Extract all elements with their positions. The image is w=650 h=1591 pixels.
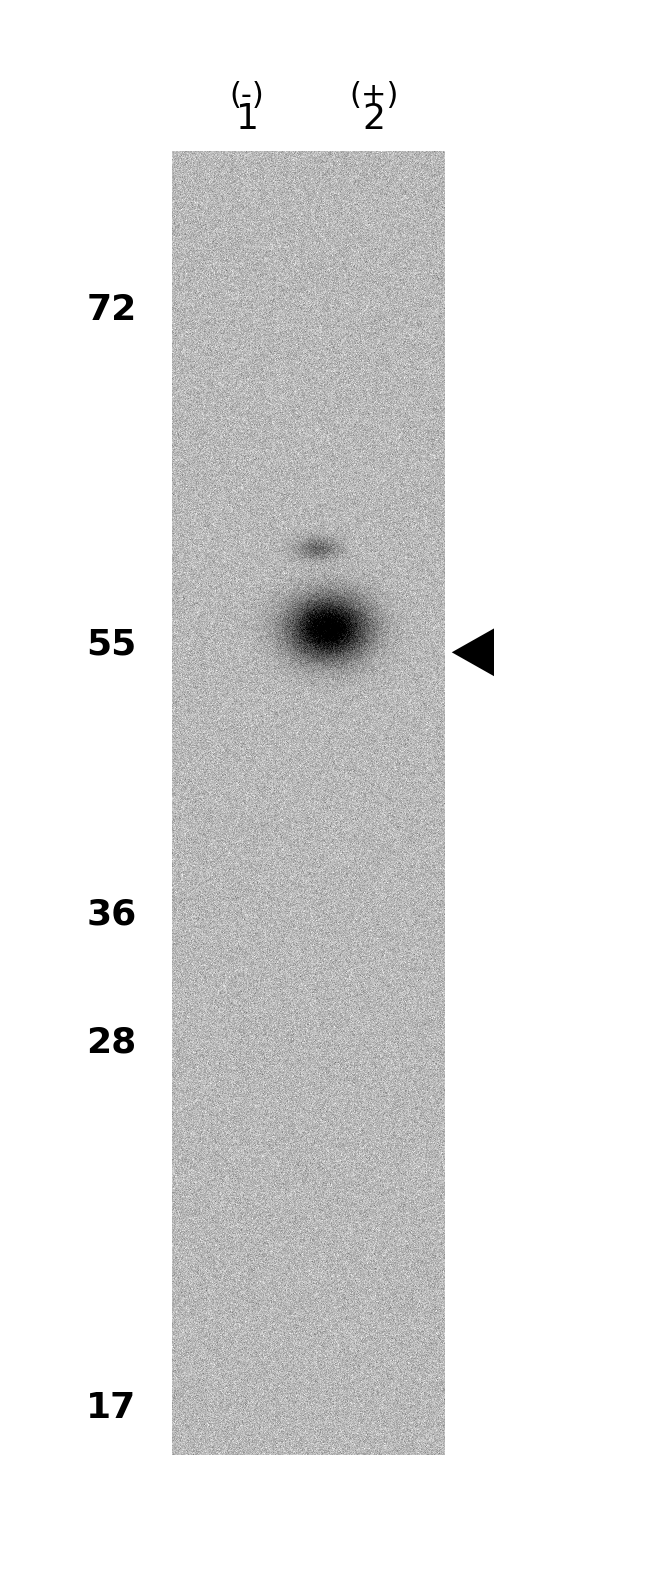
Text: (-): (-) [229, 81, 265, 110]
Text: 2: 2 [362, 102, 385, 137]
Text: 72: 72 [86, 293, 136, 328]
Text: (+): (+) [349, 81, 398, 110]
Text: 55: 55 [86, 627, 136, 662]
Text: 36: 36 [86, 897, 136, 932]
Polygon shape [452, 628, 494, 676]
Text: 17: 17 [86, 1391, 136, 1426]
Text: 1: 1 [235, 102, 259, 137]
Text: 28: 28 [86, 1025, 136, 1060]
